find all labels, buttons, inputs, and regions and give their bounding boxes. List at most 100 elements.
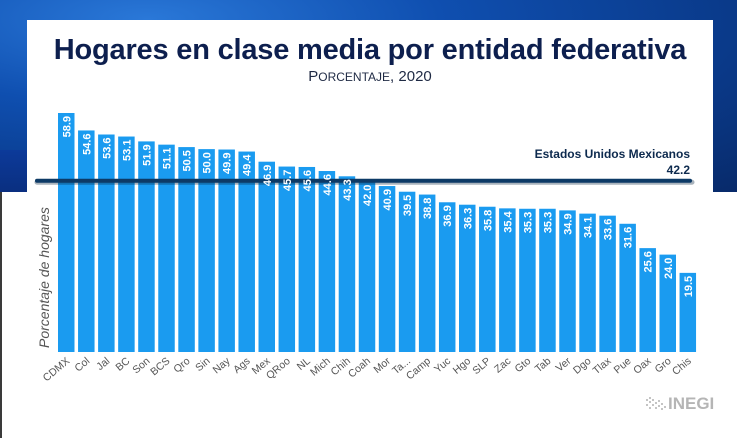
bar-slp xyxy=(479,206,496,352)
value-label: 42.0 xyxy=(362,185,374,206)
bar-tab xyxy=(539,208,556,352)
x-tick-label: Col xyxy=(72,355,92,374)
bar-mor xyxy=(378,186,396,352)
value-label: 36.3 xyxy=(462,208,474,229)
background-banner-edge xyxy=(0,150,27,192)
value-label: 53.1 xyxy=(121,140,133,161)
x-tick-label: Tlax xyxy=(591,355,614,377)
bar-chis xyxy=(679,272,697,352)
x-tick-label: Coah xyxy=(346,355,373,380)
bar-mex xyxy=(258,161,275,352)
value-label: 34.9 xyxy=(563,213,575,234)
value-label: 49.4 xyxy=(242,154,254,176)
value-label: 43.3 xyxy=(342,179,354,200)
value-label: 31.6 xyxy=(623,227,635,248)
value-label: 58.9 xyxy=(61,116,73,137)
x-tick-label: Oax xyxy=(631,355,654,377)
bar-son xyxy=(138,141,155,352)
x-tick-label: Mor xyxy=(371,355,393,376)
bar-tlax xyxy=(599,215,616,352)
value-label: 49.9 xyxy=(222,153,234,174)
value-label: 46.9 xyxy=(262,165,274,186)
bar-sin xyxy=(198,149,215,352)
subtitle-initial: P xyxy=(308,68,319,85)
subtitle-smallcaps: ORCENTAJE xyxy=(318,70,391,84)
bar-zac xyxy=(499,208,516,352)
value-label: 40.9 xyxy=(382,189,394,210)
x-tick-label: Zac xyxy=(492,355,513,375)
bar-qro xyxy=(178,147,195,352)
value-label: 25.6 xyxy=(643,251,655,272)
bars-group xyxy=(58,113,697,352)
value-label: 54.6 xyxy=(81,133,93,154)
bar-dgo xyxy=(579,213,596,352)
bar-nay xyxy=(218,149,235,352)
value-label: 35.8 xyxy=(482,210,494,231)
x-tick-label: Sin xyxy=(193,355,212,374)
x-tick-label: Hgo xyxy=(451,355,474,377)
x-tick-label: Dgo xyxy=(571,355,594,377)
value-label: 51.9 xyxy=(141,144,153,165)
bar-cdmx xyxy=(58,113,75,352)
value-label: 50.0 xyxy=(202,152,214,173)
x-tick-label: BC xyxy=(113,355,132,374)
x-tick-label: Nay xyxy=(211,355,234,377)
value-label: 51.1 xyxy=(162,148,174,169)
chart-title: Hogares en clase media por entidad feder… xyxy=(53,34,687,66)
x-tick-label: Gro xyxy=(653,355,674,376)
value-label: 44.6 xyxy=(322,174,334,195)
x-tick-label: Yuc xyxy=(432,355,453,375)
bar-bcs xyxy=(158,144,175,352)
value-label: 35.4 xyxy=(502,210,514,232)
bar-col xyxy=(78,130,95,352)
reference-line-label: Estados Unidos Mexicanos xyxy=(535,147,691,161)
x-tick-label: Pue xyxy=(612,355,634,376)
x-tick-label: Ags xyxy=(231,355,253,376)
bar-ta xyxy=(398,191,416,352)
value-label: 38.8 xyxy=(422,198,434,219)
x-tick-label: Son xyxy=(130,355,152,376)
x-tick-label: Chis xyxy=(670,355,694,378)
value-label: 24.0 xyxy=(663,258,675,279)
inegi-logo-text: INEGI xyxy=(668,394,715,413)
x-tick-label: CDMX xyxy=(41,355,72,384)
bar-coah xyxy=(358,181,376,352)
x-tick-label: QRoo xyxy=(264,355,293,382)
bar-gro xyxy=(659,254,676,352)
x-tick-label: Gto xyxy=(513,355,534,375)
bar-camp xyxy=(418,194,436,352)
inegi-logo-icon xyxy=(646,397,666,410)
x-tick-label: Jal xyxy=(94,355,112,373)
bar-yuc xyxy=(438,202,456,352)
bar-mich xyxy=(318,171,336,352)
bar-pue xyxy=(619,223,636,352)
bar-gto xyxy=(519,208,536,352)
value-label: 35.3 xyxy=(522,212,534,233)
reference-line-value: 42.2 xyxy=(667,163,691,177)
value-label: 45.7 xyxy=(282,170,294,191)
x-tick-label: Mich xyxy=(308,355,333,379)
value-label: 53.6 xyxy=(101,138,113,159)
value-label: 50.5 xyxy=(182,150,194,171)
value-label: 35.3 xyxy=(542,212,554,233)
bar-ver xyxy=(559,210,576,352)
x-tick-label: BCS xyxy=(148,355,172,378)
value-label: 34.1 xyxy=(583,217,595,238)
subtitle-year: , 2020 xyxy=(390,68,432,85)
bar-nl xyxy=(298,166,316,352)
value-label: 33.6 xyxy=(603,219,615,240)
slide-edge xyxy=(0,192,2,438)
value-label: 39.5 xyxy=(402,195,414,216)
y-axis-label: Porcentaje de hogares xyxy=(36,207,52,348)
bar-jal xyxy=(98,134,115,352)
x-tick-label: Tab xyxy=(533,355,554,375)
value-label: 19.5 xyxy=(683,276,695,297)
value-label: 36.9 xyxy=(442,205,454,226)
bar-bc xyxy=(118,136,135,352)
x-tick-label: Qro xyxy=(171,355,192,376)
value-label: 45.6 xyxy=(302,170,314,191)
bar-ags xyxy=(238,151,255,352)
reference-line-group xyxy=(34,178,695,185)
